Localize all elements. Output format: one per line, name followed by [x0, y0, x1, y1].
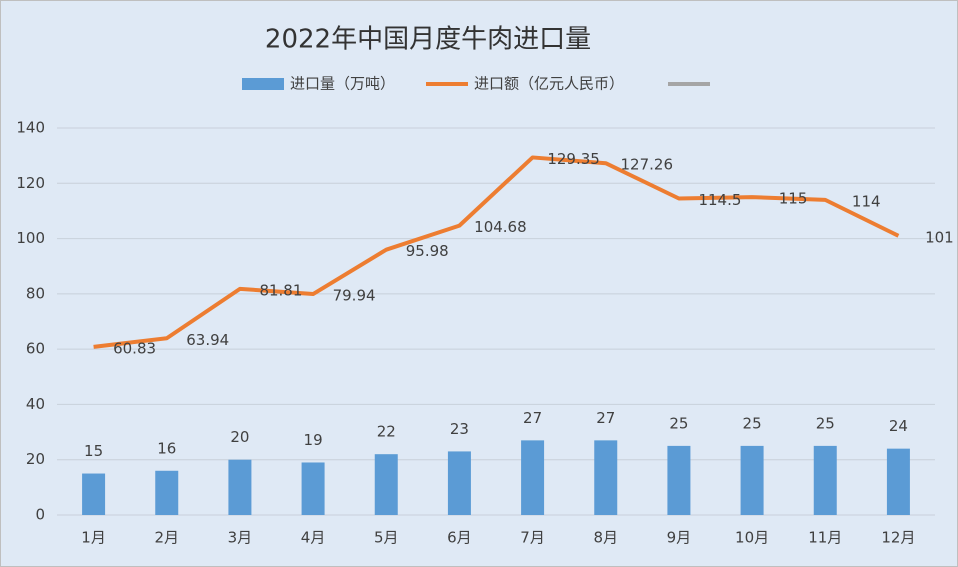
bar: [301, 462, 325, 515]
y-tick-label: 20: [26, 450, 45, 468]
data-label: 114: [852, 192, 881, 210]
x-tick-label: 2月: [154, 529, 179, 547]
y-tick-label: 100: [16, 229, 45, 247]
bar: [155, 470, 179, 515]
data-label: 15: [84, 442, 103, 460]
data-label: 95.98: [406, 242, 449, 260]
x-tick-label: 11月: [808, 529, 842, 547]
x-tick-label: 5月: [374, 529, 399, 547]
data-label: 129.35: [547, 150, 600, 168]
bar: [886, 448, 910, 515]
data-label: 20: [230, 428, 249, 446]
x-tick-label: 3月: [228, 529, 253, 547]
chart-title: 2022年中国月度牛肉进口量: [265, 25, 591, 55]
x-tick-label: 8月: [593, 529, 618, 547]
bar: [594, 440, 618, 515]
data-label: 22: [377, 423, 396, 441]
data-label: 127.26: [621, 156, 674, 174]
data-label: 115: [779, 190, 808, 208]
bar: [228, 459, 252, 515]
x-tick-label: 1月: [81, 529, 106, 547]
bar: [447, 451, 471, 515]
x-tick-label: 4月: [301, 529, 326, 547]
legend-label: 进口量（万吨）: [290, 75, 395, 93]
y-tick-label: 60: [26, 340, 45, 358]
bar: [521, 440, 545, 515]
y-tick-label: 0: [35, 506, 45, 524]
legend-swatch: [242, 78, 284, 90]
bar: [740, 445, 764, 515]
y-tick-label: 40: [26, 395, 45, 413]
legend-label: 进口额（亿元人民币）: [474, 75, 624, 93]
x-tick-label: 10月: [735, 529, 769, 547]
data-label: 81.81: [259, 281, 302, 299]
x-tick-label: 6月: [447, 529, 472, 547]
data-label: 25: [669, 414, 688, 432]
data-label: 104.68: [474, 218, 527, 236]
data-label: 114.5: [698, 191, 741, 209]
data-label: 16: [157, 439, 176, 457]
bar: [82, 473, 106, 515]
bar: [374, 454, 398, 515]
data-label: 19: [304, 431, 323, 449]
x-tick-label: 7月: [520, 529, 545, 547]
data-label: 79.94: [333, 287, 376, 305]
line: [93, 155, 900, 349]
x-tick-label: 9月: [667, 529, 692, 547]
data-label: 60.83: [113, 339, 156, 357]
data-label: 25: [743, 414, 762, 432]
data-label: 23: [450, 420, 469, 438]
y-tick-label: 140: [16, 119, 45, 137]
data-label: 101: [925, 228, 954, 246]
data-label: 24: [889, 417, 908, 435]
x-tick-label: 12月: [881, 529, 915, 547]
y-tick-label: 80: [26, 284, 45, 302]
data-label: 27: [596, 409, 615, 427]
bar: [813, 445, 837, 515]
data-label: 27: [523, 409, 542, 427]
bar: [667, 445, 691, 515]
data-label: 25: [816, 414, 835, 432]
y-tick-label: 120: [16, 174, 45, 192]
data-label: 63.94: [186, 331, 229, 349]
